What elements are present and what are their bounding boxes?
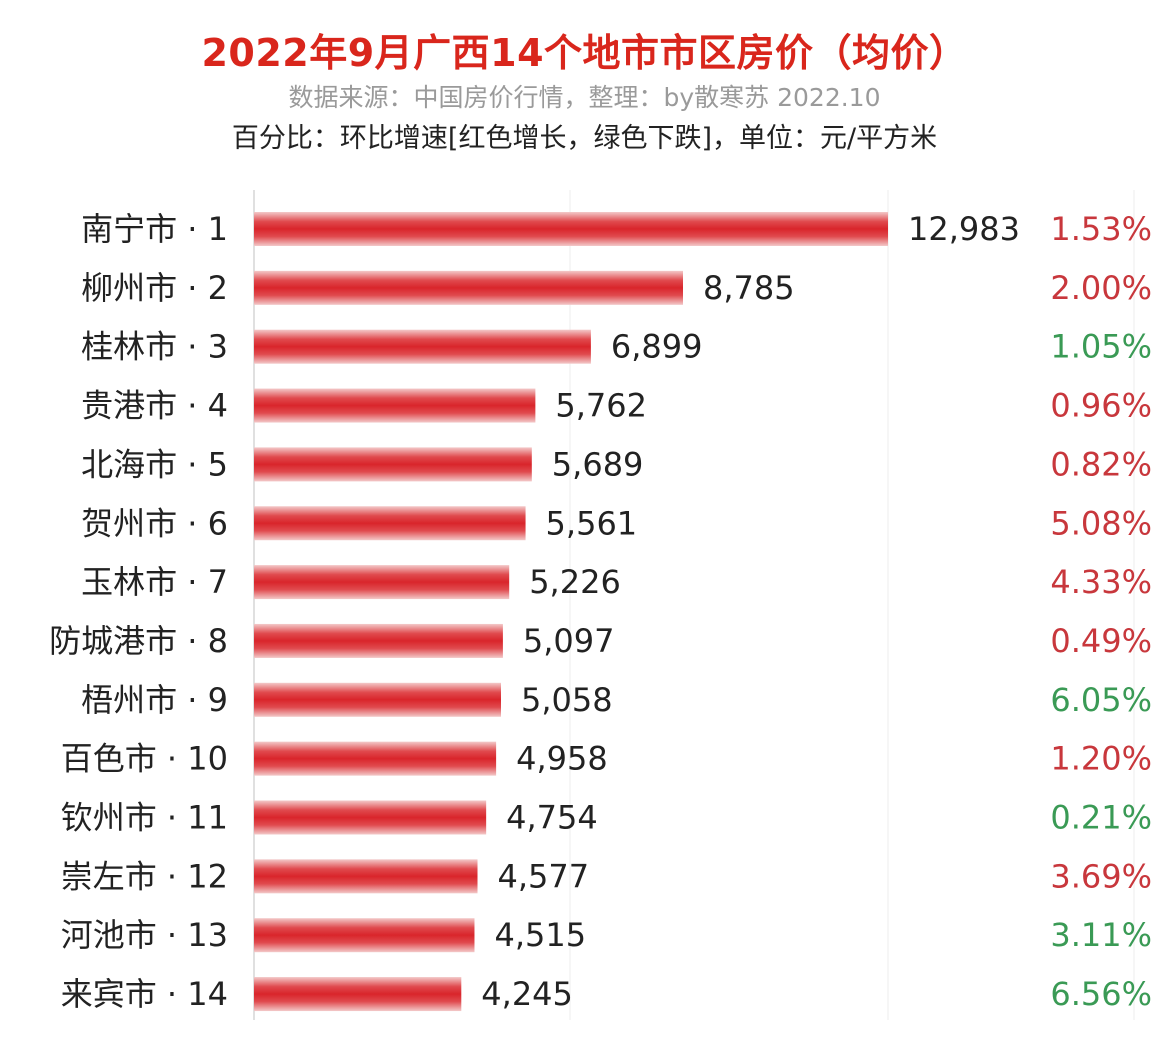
mom-change-label: 3.69% xyxy=(1050,857,1152,895)
chart-note: 百分比：环比增速[红色增长，绿色下跌]，单位：元/平方米 xyxy=(231,123,938,154)
mom-change-label: 3.11% xyxy=(1050,916,1152,954)
bar xyxy=(254,918,475,953)
value-label: 5,097 xyxy=(523,622,615,660)
category-label: 百色市 · 10 xyxy=(61,740,228,778)
mom-change-label: 0.82% xyxy=(1050,445,1152,483)
category-label: 贵港市 · 4 xyxy=(81,387,228,425)
value-label: 5,762 xyxy=(555,387,647,425)
value-label: 5,226 xyxy=(529,563,621,601)
category-label: 贺州市 · 6 xyxy=(81,504,228,542)
bar xyxy=(254,977,462,1012)
mom-change-label: 1.53% xyxy=(1050,210,1152,248)
bar xyxy=(254,329,591,364)
category-label: 钦州市 · 11 xyxy=(61,799,228,837)
value-label: 5,561 xyxy=(546,504,638,542)
value-label: 12,983 xyxy=(908,210,1020,248)
mom-change-label: 2.00% xyxy=(1050,269,1152,307)
bar xyxy=(254,212,888,246)
mom-change-label: 0.49% xyxy=(1050,622,1152,660)
mom-change-label: 1.20% xyxy=(1050,740,1152,778)
mom-change-label: 1.05% xyxy=(1050,328,1152,366)
mom-change-label: 6.56% xyxy=(1050,975,1152,1013)
value-label: 4,245 xyxy=(481,975,573,1013)
category-label: 河池市 · 13 xyxy=(61,916,228,954)
value-label: 8,785 xyxy=(703,269,795,307)
value-label: 4,754 xyxy=(506,799,598,837)
value-label: 4,515 xyxy=(494,916,586,954)
category-label: 桂林市 · 3 xyxy=(81,328,228,366)
chart-title: 2022年9月广西14个地市市区房价（均价） xyxy=(201,31,968,75)
bar xyxy=(254,741,497,776)
category-label: 柳州市 · 2 xyxy=(81,269,228,307)
value-label: 5,058 xyxy=(521,681,613,719)
category-label: 来宾市 · 14 xyxy=(61,975,228,1013)
bar xyxy=(254,623,503,658)
bar xyxy=(254,388,536,423)
bar xyxy=(254,682,501,717)
value-label: 6,899 xyxy=(611,328,703,366)
mom-change-label: 4.33% xyxy=(1050,563,1152,601)
bar xyxy=(254,859,478,894)
bar xyxy=(254,270,683,305)
category-label: 玉林市 · 7 xyxy=(81,563,228,601)
bar xyxy=(254,447,532,482)
category-label: 北海市 · 5 xyxy=(81,445,228,483)
bar xyxy=(254,506,526,541)
category-label: 防城港市 · 8 xyxy=(49,622,228,660)
mom-change-label: 0.96% xyxy=(1050,387,1152,425)
category-label: 梧州市 · 9 xyxy=(81,681,228,719)
value-label: 5,689 xyxy=(552,445,644,483)
value-label: 4,958 xyxy=(516,740,608,778)
mom-change-label: 5.08% xyxy=(1050,504,1152,542)
bar xyxy=(254,565,510,600)
category-label: 崇左市 · 12 xyxy=(61,857,228,895)
mom-change-label: 6.05% xyxy=(1050,681,1152,719)
bar xyxy=(254,800,487,835)
value-label: 4,577 xyxy=(498,857,590,895)
category-label: 南宁市 · 1 xyxy=(81,210,228,248)
mom-change-label: 0.21% xyxy=(1050,799,1152,837)
chart-source: 数据来源：中国房价行情，整理：by散寒苏 2022.10 xyxy=(288,83,881,112)
